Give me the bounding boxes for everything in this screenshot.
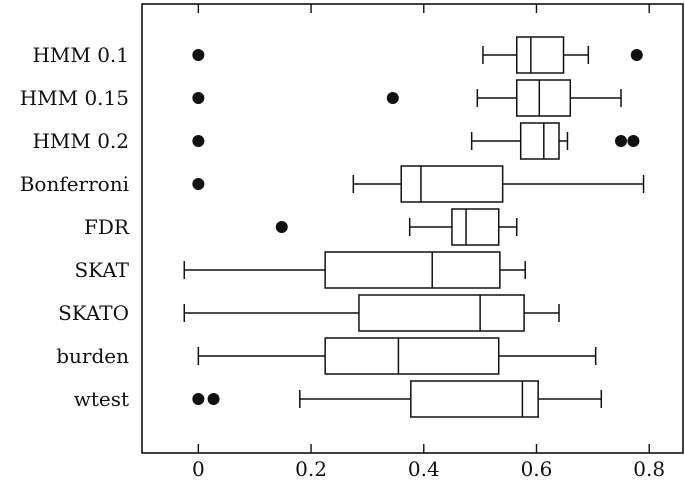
outlier-point bbox=[275, 221, 288, 233]
outlier-point bbox=[192, 178, 205, 190]
category-label: HMM 0.1 bbox=[32, 43, 129, 67]
box-group bbox=[192, 165, 645, 203]
outlier-point bbox=[386, 92, 399, 104]
box-group bbox=[183, 294, 560, 332]
outlier-point bbox=[627, 135, 640, 147]
box-group bbox=[192, 122, 640, 160]
x-tick-label: 0.6 bbox=[521, 457, 553, 481]
iqr-box bbox=[451, 208, 500, 246]
outlier-point bbox=[207, 393, 220, 405]
iqr-box bbox=[519, 122, 560, 160]
outlier-point bbox=[192, 393, 205, 405]
category-label: FDR bbox=[84, 215, 130, 239]
category-labels: HMM 0.1 HMM 0.15 HMM 0.2 Bonferroni FDR SKAT S… bbox=[20, 43, 130, 411]
box-group bbox=[275, 208, 518, 246]
x-tick-label: 0.4 bbox=[408, 457, 440, 481]
iqr-box bbox=[324, 251, 501, 289]
x-tick-label: 0 bbox=[192, 457, 205, 481]
category-label: Bonferroni bbox=[20, 172, 129, 196]
iqr-box bbox=[358, 294, 525, 332]
x-tick-label: 0.2 bbox=[295, 457, 327, 481]
outlier-point bbox=[192, 135, 205, 147]
category-label: HMM 0.15 bbox=[20, 86, 129, 110]
x-axis-ticks: 0 0.2 0.4 0.6 0.8 bbox=[192, 4, 665, 481]
category-label: wtest bbox=[74, 387, 129, 411]
iqr-box bbox=[516, 79, 572, 117]
box-group bbox=[192, 36, 643, 74]
category-label: burden bbox=[56, 344, 129, 368]
box-group bbox=[192, 79, 622, 117]
iqr-box bbox=[410, 380, 539, 418]
x-tick-label: 0.8 bbox=[633, 457, 665, 481]
outlier-point bbox=[192, 92, 205, 104]
category-label: HMM 0.2 bbox=[32, 129, 129, 153]
category-label: SKAT bbox=[74, 258, 129, 282]
iqr-box bbox=[400, 165, 504, 203]
outlier-point bbox=[192, 49, 205, 61]
box-group bbox=[197, 337, 597, 375]
iqr-box bbox=[324, 337, 500, 375]
category-label: SKATO bbox=[58, 301, 129, 325]
outlier-point bbox=[615, 135, 628, 147]
boxes-layer bbox=[183, 36, 645, 418]
box-group bbox=[192, 380, 603, 418]
plot-frame bbox=[141, 3, 684, 454]
box-group bbox=[183, 251, 526, 289]
iqr-box bbox=[516, 36, 565, 74]
outlier-point bbox=[630, 49, 643, 61]
